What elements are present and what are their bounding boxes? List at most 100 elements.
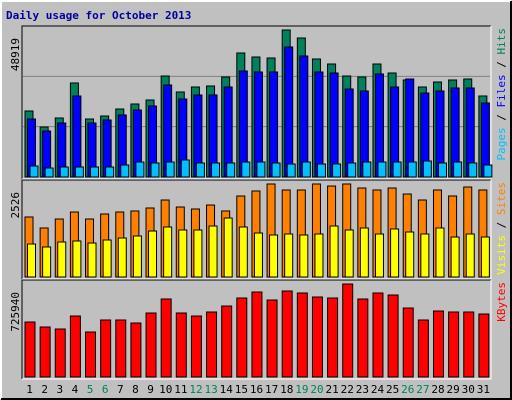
bar xyxy=(211,162,221,178)
bar xyxy=(377,161,387,178)
bar xyxy=(87,242,97,278)
bar xyxy=(432,310,444,378)
y-tick-label: 2526 xyxy=(9,192,22,219)
legend-entry: Visits xyxy=(495,235,508,275)
bar xyxy=(390,228,400,278)
legend-entry: Pages xyxy=(495,127,508,160)
bar xyxy=(417,319,429,378)
bar xyxy=(392,161,402,178)
bar xyxy=(478,313,490,378)
bar xyxy=(208,225,218,278)
bar xyxy=(132,235,142,278)
x-tick-label: 29 xyxy=(447,383,460,396)
bar xyxy=(256,161,266,178)
chart-title: Daily usage for October 2013 xyxy=(6,9,191,22)
bar xyxy=(206,311,218,378)
bar xyxy=(223,217,233,278)
bar xyxy=(44,167,54,178)
bar xyxy=(284,233,294,278)
y-tick-label: 48919 xyxy=(9,38,22,71)
bar xyxy=(407,161,417,178)
bar xyxy=(251,291,263,378)
legend: KBytes xyxy=(495,282,508,322)
bar xyxy=(90,166,100,178)
bar xyxy=(253,71,263,178)
bar xyxy=(465,233,475,278)
bar xyxy=(422,160,432,178)
bar xyxy=(296,292,308,378)
bar xyxy=(374,233,384,278)
bar xyxy=(301,161,311,178)
bar xyxy=(253,232,263,278)
x-tick-label: 13 xyxy=(204,383,217,396)
bar xyxy=(314,233,324,278)
x-tick-label: 4 xyxy=(72,383,79,396)
bar xyxy=(72,95,82,178)
legend-entry: KBytes xyxy=(495,282,508,322)
bar xyxy=(314,71,324,178)
bar xyxy=(344,229,354,278)
x-tick-label: 30 xyxy=(462,383,475,396)
bar xyxy=(448,311,460,378)
bar xyxy=(190,315,202,378)
bar xyxy=(193,229,203,278)
panel-bevel xyxy=(21,279,491,379)
x-tick-label: 2 xyxy=(41,383,48,396)
bar xyxy=(27,243,36,278)
x-tick-label: 14 xyxy=(220,383,234,396)
x-tick-label: 21 xyxy=(326,383,339,396)
bar xyxy=(266,299,278,378)
bar xyxy=(342,283,354,378)
bar xyxy=(327,297,339,378)
bar xyxy=(29,165,39,178)
bar xyxy=(357,298,369,378)
x-tick-label: 20 xyxy=(310,383,323,396)
bar xyxy=(69,315,81,378)
bar xyxy=(130,322,142,378)
bar xyxy=(178,229,188,278)
legend-entry: Sites xyxy=(495,182,508,215)
bar xyxy=(115,319,127,378)
bar xyxy=(281,290,293,378)
bar xyxy=(299,234,309,278)
bar xyxy=(316,163,326,178)
bar xyxy=(347,162,357,178)
bar xyxy=(57,241,67,278)
panel-bevel xyxy=(21,25,491,179)
bar xyxy=(165,161,175,178)
bar xyxy=(117,237,127,278)
panel-bevel xyxy=(21,179,491,279)
bar xyxy=(102,239,112,278)
legend-separator: / xyxy=(495,215,508,235)
x-tick-label: 8 xyxy=(132,383,139,396)
bar xyxy=(362,161,372,178)
bar xyxy=(437,162,447,178)
bar xyxy=(269,234,279,278)
bar xyxy=(435,227,445,278)
x-tick-label: 6 xyxy=(102,383,109,396)
bar xyxy=(72,240,82,278)
bar xyxy=(195,162,205,178)
bar xyxy=(145,312,157,378)
bar xyxy=(160,298,172,378)
bar xyxy=(150,162,160,178)
bar xyxy=(420,233,430,278)
bar xyxy=(271,162,281,178)
bar xyxy=(148,230,158,278)
x-tick-label: 16 xyxy=(250,383,263,396)
bar xyxy=(299,55,309,178)
y-tick-label: 725940 xyxy=(9,292,22,332)
bar xyxy=(105,166,115,178)
legend: Pages / Files / Hits xyxy=(495,28,508,161)
x-tick-label: 11 xyxy=(174,383,187,396)
bar xyxy=(59,166,69,178)
x-tick-label: 1 xyxy=(26,383,33,396)
bar xyxy=(286,163,296,178)
bar xyxy=(311,296,323,378)
panel-bevel xyxy=(22,280,492,380)
bar xyxy=(483,164,493,178)
bar xyxy=(238,226,248,278)
